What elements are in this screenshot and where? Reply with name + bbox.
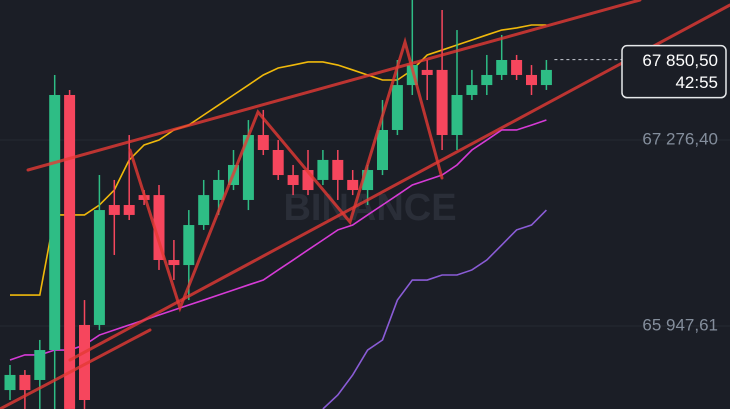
- price-marker: 67 850,50 42:55: [554, 44, 727, 99]
- candle-body: [79, 324, 90, 400]
- candle-body: [183, 225, 195, 266]
- candle-body: [153, 195, 165, 261]
- price-label: 67 850,50: [642, 51, 718, 70]
- candle-body: [49, 94, 61, 351]
- candle-body: [242, 135, 254, 200]
- candle-body: [496, 59, 508, 75]
- trend-line: [26, 0, 642, 172]
- candle-body: [123, 205, 135, 215]
- grid: [0, 139, 730, 327]
- candle-body: [540, 69, 552, 86]
- candles: [4, 0, 552, 409]
- candle-body: [302, 170, 314, 191]
- candle-body: [451, 94, 463, 136]
- candle-body: [362, 170, 374, 191]
- candle-body: [526, 74, 537, 86]
- price-box: [621, 44, 727, 99]
- candle-body: [198, 195, 210, 226]
- candle-body: [481, 74, 493, 86]
- candle-body: [108, 205, 120, 215]
- watermark: BINANCE: [283, 187, 456, 229]
- candle-body: [93, 210, 105, 325]
- candle-body: [436, 69, 448, 136]
- candle-body: [19, 374, 31, 391]
- candle-body: [257, 135, 269, 150]
- candle-body: [287, 175, 299, 185]
- trend-line: [68, 3, 730, 362]
- zigzag: [128, 36, 444, 313]
- indicator-line: [322, 209, 547, 409]
- candle-body: [34, 350, 46, 380]
- candle-body: [466, 85, 478, 95]
- candle-body: [4, 374, 16, 391]
- candle-body: [272, 149, 284, 176]
- candle-body: [421, 69, 433, 75]
- candle-body: [332, 159, 344, 180]
- trend-line: [0, 328, 152, 409]
- indicator-line: [9, 119, 547, 361]
- y-tick-label: 67 276,40: [642, 129, 718, 148]
- candle-body: [168, 260, 180, 266]
- y-tick-label: 65 947,61: [642, 315, 718, 334]
- candle-body: [391, 85, 403, 130]
- candle-body: [377, 129, 388, 171]
- candle-body: [317, 159, 329, 180]
- candle-body: [406, 65, 418, 86]
- candle-body: [213, 179, 225, 200]
- candle-body: [347, 179, 359, 191]
- candle-body: [511, 59, 523, 75]
- candle-body: [64, 94, 76, 409]
- countdown: 42:55: [675, 73, 718, 92]
